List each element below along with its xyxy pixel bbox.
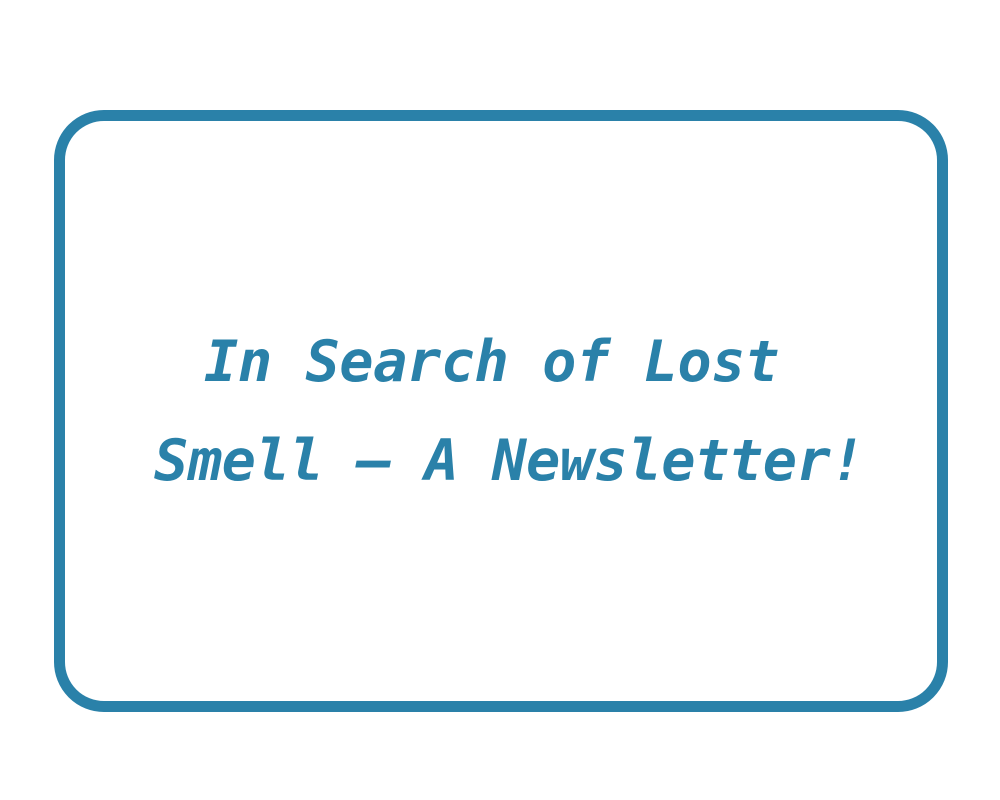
newsletter-card bbox=[54, 110, 948, 712]
title-line-1: In Search of Lost bbox=[204, 329, 779, 395]
title-line-2: Smell – A Newsletter! bbox=[154, 428, 865, 494]
